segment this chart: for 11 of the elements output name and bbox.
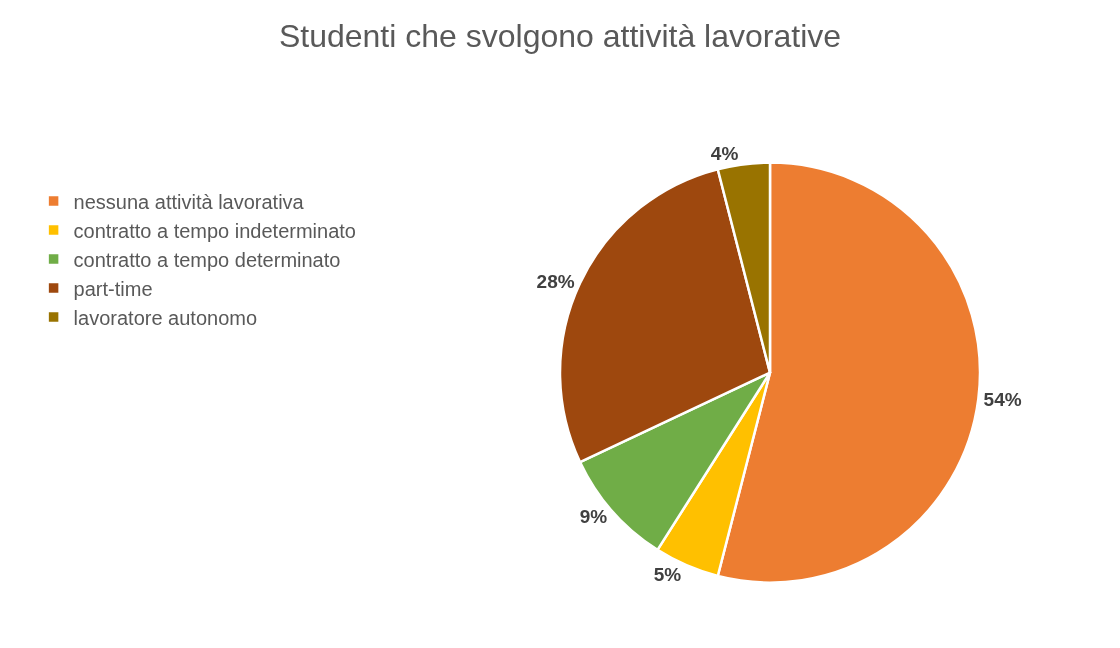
legend-label: nessuna attività lavorativa	[73, 190, 305, 213]
data-label: 28%	[536, 270, 575, 292]
chart-title: Studenti che svolgono attività lavorative	[278, 17, 842, 54]
data-label: 54%	[983, 388, 1022, 410]
data-label: 9%	[579, 505, 608, 527]
data-label: 4%	[710, 143, 739, 165]
legend-label: part-time	[73, 277, 153, 300]
legend-label: contratto a tempo indeterminato	[73, 219, 356, 242]
legend-label: lavoratore autonomo	[73, 306, 258, 329]
legend-label: contratto a tempo determinato	[73, 248, 341, 271]
data-label: 5%	[653, 563, 682, 585]
